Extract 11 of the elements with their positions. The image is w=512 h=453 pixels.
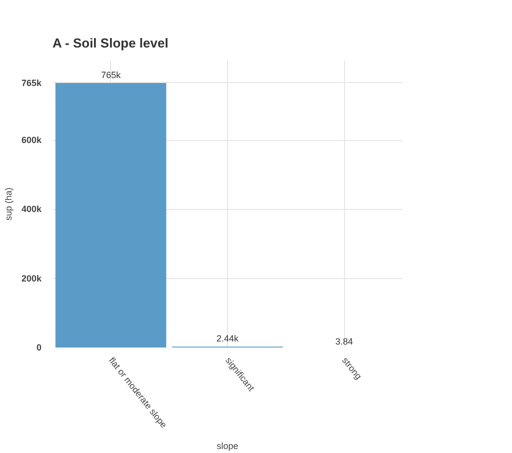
y-axis-title: sup (ha)	[3, 187, 14, 221]
y-tick-label: 400k	[21, 204, 42, 214]
data-label: 3.84	[335, 336, 353, 346]
y-tick-label: 200k	[21, 273, 42, 284]
data-label: 2.44k	[216, 334, 240, 344]
x-axis-title: slope	[216, 440, 238, 451]
y-tick-label: 765k	[21, 78, 42, 88]
chart-title: A - Soil Slope level	[52, 36, 168, 50]
data-label: 765k	[101, 70, 122, 80]
y-tick-label: 600k	[21, 135, 42, 146]
y-tick-label: 0	[36, 342, 42, 352]
